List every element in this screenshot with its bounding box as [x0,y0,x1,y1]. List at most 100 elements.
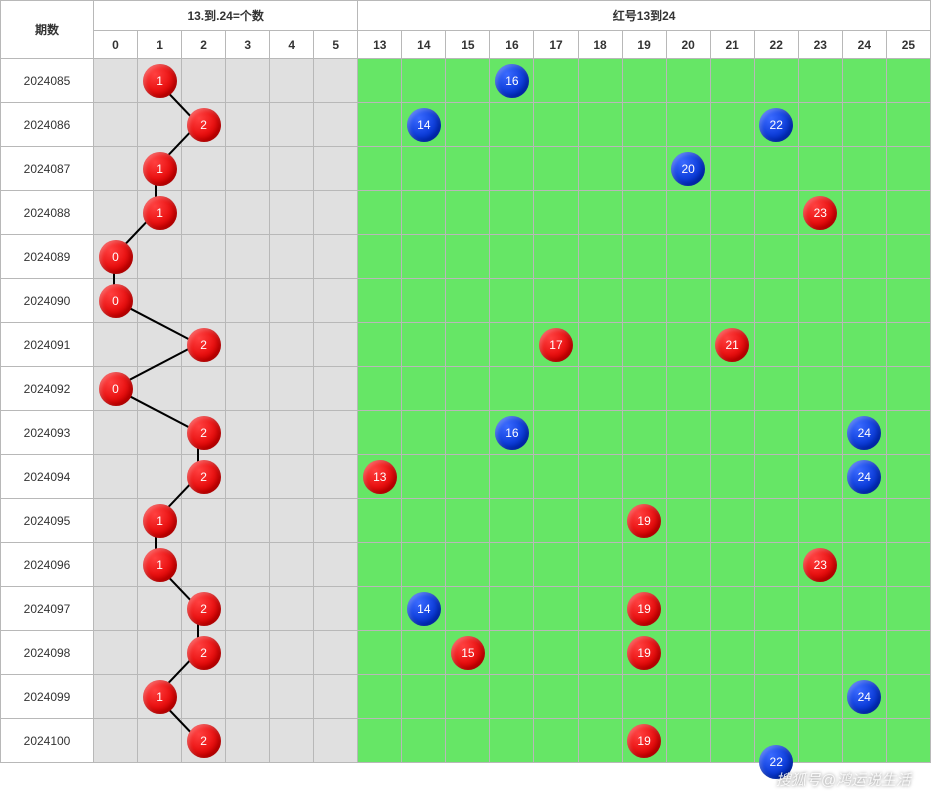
red-cell [886,103,930,147]
count-cell [138,367,182,411]
red-cell [798,455,842,499]
red-cell [578,367,622,411]
red-cell [842,323,886,367]
red-cell [578,543,622,587]
count-cell: 1 [138,147,182,191]
red-cell [710,191,754,235]
red-cell [402,499,446,543]
red-cell [754,147,798,191]
header-red-13: 13 [358,31,402,59]
red-cell [358,543,402,587]
red-cell: 19 [622,587,666,631]
count-cell [94,323,138,367]
red-cell [666,719,710,763]
red-cell [578,323,622,367]
red-cell [622,191,666,235]
red-cell [358,235,402,279]
red-cell [622,323,666,367]
red-cell [710,103,754,147]
count-ball: 2 [187,416,221,450]
count-cell [182,279,226,323]
count-cell [270,499,314,543]
red-cell [710,367,754,411]
red-cell [622,367,666,411]
count-cell [226,103,270,147]
count-cell [314,59,358,103]
red-cell [798,59,842,103]
red-cell [754,323,798,367]
red-cell [622,103,666,147]
red-cell [446,543,490,587]
header-count-2: 2 [182,31,226,59]
count-cell [226,235,270,279]
period-cell: 2024098 [1,631,94,675]
red-cell [534,499,578,543]
red-cell [622,411,666,455]
blue-ball: 24 [847,460,881,494]
red-cell [666,631,710,675]
count-cell: 1 [138,499,182,543]
count-cell [138,235,182,279]
count-cell [182,499,226,543]
red-ball: 19 [627,592,661,626]
count-cell [94,191,138,235]
red-cell [754,543,798,587]
count-cell [94,147,138,191]
count-cell [138,631,182,675]
count-cell [314,323,358,367]
red-cell [446,675,490,719]
count-ball: 2 [187,328,221,362]
count-cell [182,191,226,235]
red-cell [490,235,534,279]
red-cell [754,191,798,235]
red-cell [490,455,534,499]
count-cell [226,191,270,235]
count-cell: 1 [138,675,182,719]
table-row: 202410021922 [1,719,931,763]
count-cell: 2 [182,411,226,455]
count-cell [270,675,314,719]
red-cell [710,59,754,103]
red-cell [842,499,886,543]
count-ball: 0 [99,240,133,274]
count-cell [314,675,358,719]
count-cell [314,631,358,675]
red-cell [446,279,490,323]
red-cell: 20 [666,147,710,191]
red-cell [754,455,798,499]
count-cell [314,543,358,587]
period-cell: 2024093 [1,411,94,455]
red-cell [358,631,402,675]
red-cell: 13 [358,455,402,499]
red-cell [842,631,886,675]
count-cell [182,367,226,411]
red-cell [842,103,886,147]
red-cell [798,279,842,323]
count-cell [270,587,314,631]
red-cell [402,323,446,367]
red-cell [754,59,798,103]
red-cell [754,499,798,543]
period-cell: 2024099 [1,675,94,719]
count-cell [182,147,226,191]
count-cell [314,191,358,235]
red-ball: 19 [627,504,661,538]
count-cell [270,191,314,235]
red-cell [402,411,446,455]
red-cell [534,147,578,191]
red-cell [666,455,710,499]
count-cell: 1 [138,543,182,587]
red-cell [534,675,578,719]
red-cell [402,367,446,411]
red-ball: 23 [803,548,837,582]
red-cell: 24 [842,411,886,455]
red-cell [446,235,490,279]
count-cell [314,103,358,147]
red-cell [578,587,622,631]
red-cell [358,191,402,235]
table-row: 202409821519 [1,631,931,675]
red-cell [534,411,578,455]
red-cell [798,147,842,191]
red-cell [578,675,622,719]
red-cell [578,147,622,191]
